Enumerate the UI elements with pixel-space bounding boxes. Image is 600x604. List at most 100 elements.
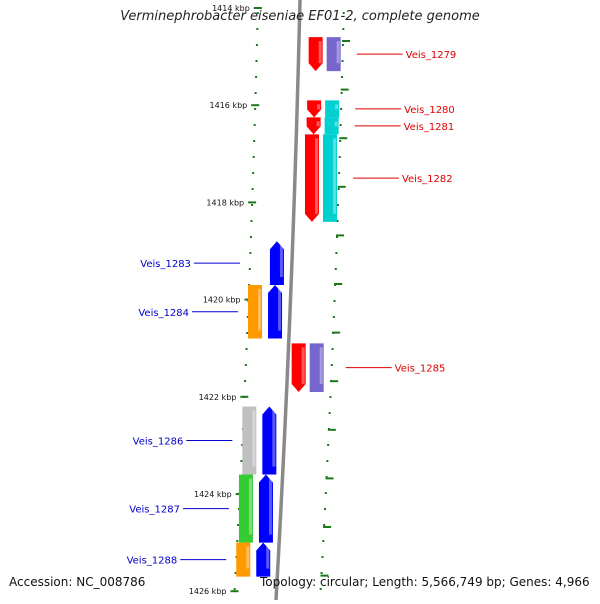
minor-tick-left [255, 44, 258, 46]
minor-tick-right [323, 524, 326, 526]
gene-veis-1283-track1-shape [269, 241, 284, 286]
gene-veis-1281-label[interactable]: Veis_1281 [404, 122, 455, 133]
gene-veis-1283-label-group[interactable]: Veis_1283 [140, 259, 240, 270]
minor-tick-right [337, 204, 340, 206]
major-tick-right [339, 137, 348, 140]
gene-veis-1279-track1-shine [318, 41, 322, 64]
minor-tick-left [246, 316, 249, 318]
major-tick-right [340, 88, 349, 91]
minor-tick-left [234, 572, 237, 574]
minor-tick-left [253, 140, 256, 142]
gene-veis-1285-track2[interactable] [309, 343, 324, 392]
minor-tick-right [342, 12, 345, 14]
gene-veis-1287-track1[interactable] [258, 474, 273, 543]
genome-summary-text: Topology: circular; Length: 5,566,749 bp… [260, 575, 590, 589]
gene-veis-1280-label-group[interactable]: Veis_1280 [355, 105, 455, 116]
gene-veis-1281-track2-shape [324, 117, 339, 135]
minor-tick-right [342, 28, 345, 30]
gene-veis-1286-track2[interactable] [242, 406, 257, 475]
gene-veis-1282-track2-shine [332, 138, 336, 214]
gene-veis-1281-track1-shine [316, 121, 320, 127]
gene-veis-1281-track2[interactable] [324, 117, 339, 135]
gene-veis-1282-label-group[interactable]: Veis_1282 [352, 174, 453, 185]
gene-veis-1285-label[interactable]: Veis_1285 [395, 364, 446, 375]
gene-veis-1283-label[interactable]: Veis_1283 [140, 259, 191, 270]
minor-tick-right [319, 588, 322, 590]
major-tick-right [320, 574, 329, 577]
minor-tick-left [255, 76, 258, 78]
gene-veis-1288-track2[interactable] [236, 542, 251, 577]
minor-tick-right [326, 460, 329, 462]
minor-tick-left [252, 172, 255, 174]
gene-veis-1280-track1[interactable] [307, 100, 322, 118]
minor-tick-right [328, 412, 331, 414]
gene-veis-1285-label-group[interactable]: Veis_1285 [345, 364, 446, 375]
gene-veis-1284-label[interactable]: Veis_1284 [138, 308, 189, 319]
minor-tick-right [340, 92, 343, 94]
gene-veis-1286-track2-shine [252, 410, 256, 467]
map-title: Verminephrobacter eiseniae EF01-2, compl… [120, 9, 480, 24]
gene-veis-1288-track2-shape [236, 542, 251, 577]
gene-veis-1284-track1[interactable] [268, 285, 283, 339]
gene-veis-1286-track1[interactable] [262, 406, 277, 475]
gene-veis-1281-track1[interactable] [306, 117, 321, 135]
minor-tick-left [250, 220, 253, 222]
gene-veis-1281-label-group[interactable]: Veis_1281 [354, 122, 455, 133]
gene-veis-1288-track1[interactable] [256, 542, 271, 577]
minor-tick-right [335, 252, 338, 254]
gene-veis-1282-track1[interactable] [304, 134, 319, 222]
gene-veis-1286-label-group[interactable]: Veis_1286 [133, 437, 233, 448]
minor-tick-left [241, 444, 244, 446]
gene-veis-1282-track2[interactable] [322, 134, 337, 222]
gene-veis-1279-label-group[interactable]: Veis_1279 [356, 50, 457, 61]
minor-tick-right [338, 156, 341, 158]
gene-veis-1287-track2[interactable] [238, 474, 253, 543]
gene-veis-1288-track2-shine [246, 546, 250, 569]
major-tick-left [248, 201, 257, 204]
gene-veis-1283-track1[interactable] [269, 241, 284, 286]
gene-veis-1288-label[interactable]: Veis_1288 [127, 556, 178, 567]
gene-veis-1285-track1[interactable] [291, 343, 306, 392]
major-tick-right [342, 40, 351, 42]
ruler-tick-label: 1420 kbp [203, 296, 241, 305]
gene-veis-1287-label[interactable]: Veis_1287 [129, 505, 180, 516]
minor-tick-left [254, 108, 257, 110]
ruler-tick-label: 1418 kbp [206, 198, 244, 207]
gene-veis-1287-label-group[interactable]: Veis_1287 [129, 505, 229, 516]
minor-tick-left [246, 332, 249, 334]
gene-veis-1281-track2-shine [334, 121, 338, 127]
minor-tick-right [341, 44, 344, 46]
gene-veis-1286-label[interactable]: Veis_1286 [133, 437, 184, 448]
gene-veis-1284-track1-shine [278, 289, 282, 331]
ruler-tick-label: 1416 kbp [210, 101, 248, 110]
minor-tick-left [236, 540, 239, 542]
gene-veis-1287-track2-shine [248, 478, 252, 535]
gene-veis-1288-track1-shape [256, 542, 271, 577]
major-tick-right [332, 331, 341, 334]
minor-tick-left [252, 156, 255, 158]
gene-veis-1287-track2-shape [238, 474, 253, 543]
minor-tick-right [333, 300, 336, 302]
gene-veis-1279-track1[interactable] [308, 37, 323, 72]
major-tick-right [337, 185, 346, 188]
gene-veis-1284-track2[interactable] [248, 285, 263, 339]
minor-tick-right [321, 556, 324, 558]
minor-tick-left [240, 460, 243, 462]
gene-veis-1280-track2[interactable] [325, 100, 340, 118]
gene-veis-1282-label[interactable]: Veis_1282 [402, 174, 453, 185]
minor-tick-right [335, 236, 338, 238]
gene-veis-1280-label[interactable]: Veis_1280 [404, 105, 455, 116]
minor-tick-left [256, 28, 259, 30]
gene-veis-1288-label-group[interactable]: Veis_1288 [127, 556, 227, 567]
minor-tick-right [341, 60, 344, 62]
gene-veis-1285-track2-shine [319, 347, 323, 384]
minor-tick-left [244, 364, 247, 366]
gene-veis-1279-label[interactable]: Veis_1279 [406, 50, 457, 61]
gene-veis-1279-track2[interactable] [326, 37, 341, 72]
minor-tick-left [254, 92, 257, 94]
gene-veis-1284-label-group[interactable]: Veis_1284 [138, 308, 239, 319]
minor-tick-left [249, 252, 252, 254]
gene-veis-1287-track1-shape [258, 474, 273, 543]
